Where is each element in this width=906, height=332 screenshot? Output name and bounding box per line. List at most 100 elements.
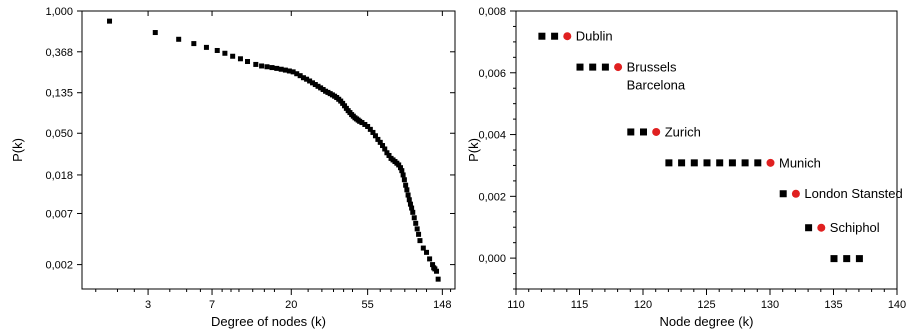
data-point — [430, 262, 436, 268]
data-point — [678, 159, 686, 167]
plot-frame — [81, 10, 456, 290]
data-point — [294, 71, 300, 77]
data-point — [107, 18, 113, 24]
data-point — [409, 205, 415, 211]
data-point — [362, 121, 368, 127]
airport-label: Zurich — [665, 124, 701, 139]
data-point — [403, 182, 409, 188]
data-point — [365, 123, 371, 129]
right-chart: 110 115 120 125 130 135 140 0,000 0,002 0,004 0,00… — [466, 6, 906, 329]
data-point — [399, 168, 405, 174]
data-point — [372, 133, 378, 139]
data-point — [269, 65, 275, 71]
data-point — [359, 120, 365, 126]
data-point — [538, 32, 546, 40]
data-point — [576, 63, 584, 71]
data-point — [310, 80, 316, 86]
data-point — [665, 159, 673, 167]
data-point — [404, 187, 410, 193]
data-point — [304, 76, 310, 82]
data-point — [297, 73, 303, 79]
data-point — [396, 162, 402, 168]
airport-label: Munich — [779, 155, 821, 170]
y-tick-label: 0,007 — [45, 208, 73, 220]
data-point — [416, 231, 422, 237]
y-tick-label: 0,050 — [45, 128, 73, 140]
data-point — [420, 245, 426, 251]
data-point — [589, 63, 597, 71]
data-point — [274, 65, 280, 71]
airport-label: Brussels — [627, 60, 677, 75]
data-point — [805, 224, 813, 232]
data-point — [382, 146, 388, 152]
plot-frame — [515, 10, 898, 290]
data-point — [384, 150, 390, 156]
highlight-point — [791, 189, 800, 198]
data-point — [290, 69, 296, 75]
x-tick-label: 140 — [888, 299, 906, 311]
data-point — [245, 59, 251, 65]
x-tick-label: 20 — [285, 299, 297, 311]
x-tick-label: 115 — [571, 299, 589, 311]
data-point — [417, 238, 423, 244]
data-point — [300, 75, 306, 81]
data-point — [264, 64, 270, 70]
data-point — [370, 129, 376, 135]
data-point — [741, 159, 749, 167]
data-point — [779, 190, 787, 198]
data-point — [397, 165, 403, 171]
data-point — [307, 78, 313, 84]
y-tick-label: 0,000 — [478, 253, 506, 265]
data-point — [191, 41, 197, 47]
data-point — [640, 128, 647, 136]
data-point — [830, 255, 838, 263]
data-point — [342, 103, 348, 109]
data-point — [728, 159, 736, 167]
data-point — [414, 226, 420, 232]
data-point — [405, 192, 411, 198]
y-tick-label: 0,002 — [478, 191, 506, 203]
highlight-point — [652, 127, 661, 136]
x-axis-label: Degree of nodes (k) — [211, 314, 326, 329]
data-point — [318, 85, 324, 91]
x-tick-label: 120 — [634, 299, 652, 311]
data-point — [551, 32, 559, 40]
highlight-point — [817, 223, 826, 232]
x-tick-label: 125 — [697, 299, 715, 311]
data-point — [407, 201, 413, 207]
data-point — [690, 159, 698, 167]
data-point — [410, 209, 416, 215]
highlight-point — [766, 158, 775, 167]
airport-label: Schiphol — [830, 220, 880, 235]
data-point — [203, 44, 209, 50]
data-point — [380, 143, 386, 149]
y-axis-label: P(k) — [10, 138, 25, 162]
x-axis-label: Node degree (k) — [660, 314, 754, 329]
y-tick-label: 0,368 — [45, 47, 73, 59]
data-point — [401, 177, 407, 183]
data-point — [427, 256, 433, 262]
data-point — [601, 63, 609, 71]
data-point — [286, 68, 292, 74]
data-point — [424, 249, 430, 255]
data-point — [237, 56, 243, 62]
data-point — [754, 159, 762, 167]
x-tick-label: 3 — [145, 299, 151, 311]
y-tick-label: 0,135 — [45, 88, 73, 100]
data-point — [413, 220, 419, 226]
y-tick-label: 0,006 — [478, 68, 506, 80]
data-point — [716, 159, 724, 167]
y-tick-label: 0,018 — [45, 170, 73, 182]
airport-label: Barcelona — [627, 78, 686, 93]
left-chart: 3 7 20 55 148 1,000 0,368 0,135 0,050 0,018 0,007 0… — [10, 6, 456, 329]
x-tick-label: 130 — [761, 299, 779, 311]
data-point — [278, 66, 284, 72]
data-point — [152, 30, 158, 36]
data-point — [282, 67, 288, 73]
y-axis-label: P(k) — [466, 138, 481, 162]
data-point — [367, 126, 373, 132]
x-tick-label: 110 — [507, 299, 525, 311]
data-point — [259, 63, 265, 69]
data-point — [230, 53, 236, 59]
